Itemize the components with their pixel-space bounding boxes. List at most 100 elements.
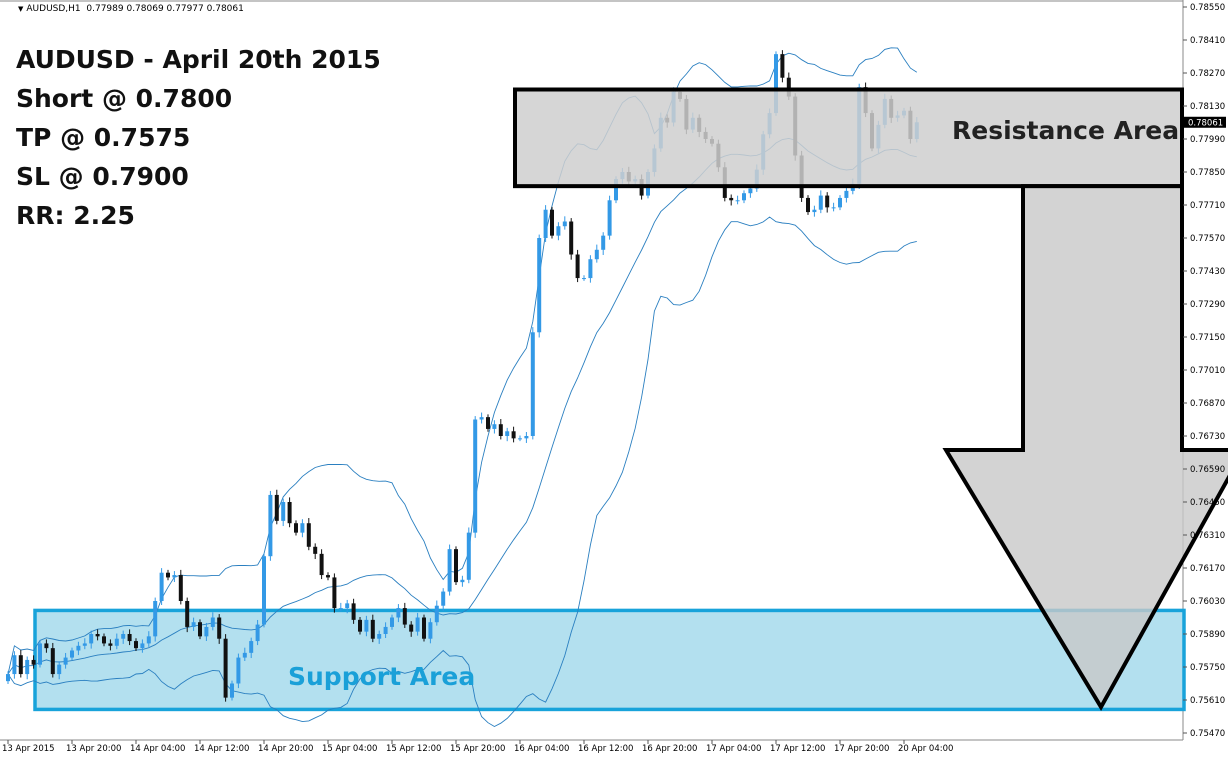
candle-body [402, 608, 407, 625]
candle-body [140, 643, 145, 649]
candle-body [454, 549, 458, 583]
candle-body [114, 638, 119, 646]
candle-body [774, 54, 778, 114]
price-tick-label: 0.78410 [1190, 36, 1225, 46]
candle-body [556, 226, 561, 236]
price-tick-label: 0.77850 [1190, 168, 1225, 178]
candle-body [594, 249, 599, 260]
price-tick-label: 0.78130 [1190, 102, 1225, 112]
candle-body [601, 235, 606, 250]
candle-body [524, 436, 529, 439]
candle-body [102, 636, 106, 644]
candle-body [434, 605, 439, 623]
candle-body [358, 619, 362, 632]
candle-body [294, 523, 298, 533]
price-tick-label: 0.75470 [1190, 729, 1225, 739]
candle-body [319, 553, 324, 576]
candle-body [466, 532, 471, 580]
time-tick-label: 17 Apr 20:00 [834, 744, 889, 754]
time-tick-label: 15 Apr 04:00 [322, 744, 377, 754]
candle-body [204, 626, 209, 637]
candle-body [326, 575, 330, 578]
candle-body [364, 619, 369, 632]
candle-body [543, 209, 548, 238]
ohlc-readout: 0.77989 0.78069 0.77977 0.78061 [86, 4, 244, 14]
candle-body [6, 674, 10, 682]
price-tick-label: 0.76310 [1190, 531, 1225, 541]
support-zone [33, 608, 1186, 712]
candle-body [223, 638, 228, 698]
candle-body [108, 643, 113, 646]
candle-body [63, 657, 68, 665]
candle-body [217, 617, 222, 639]
time-tick-label: 16 Apr 20:00 [642, 744, 697, 754]
time-tick-label: 14 Apr 04:00 [130, 744, 185, 754]
candle-body [300, 523, 305, 533]
candle-body [518, 438, 522, 440]
candle-body [735, 200, 740, 202]
chart-header: ▼ AUDUSD,H1 0.77989 0.78069 0.77977 0.780… [18, 4, 244, 14]
price-tick-label: 0.77010 [1190, 366, 1225, 376]
candle-body [134, 641, 138, 649]
candle-body [498, 424, 503, 436]
candle-body [230, 683, 234, 698]
candle-body [44, 643, 49, 649]
candle-body [818, 195, 823, 210]
dropdown-triangle-icon[interactable]: ▼ [18, 5, 24, 13]
price-tick-label: 0.78550 [1190, 3, 1225, 13]
candle-body [166, 572, 170, 578]
price-tick-label: 0.76450 [1190, 498, 1225, 508]
current-price-box [1184, 116, 1226, 128]
trade-entry: Short @ 0.7800 [16, 84, 233, 113]
candle-body [198, 622, 202, 637]
candle-body [31, 659, 36, 665]
candle-body [569, 221, 574, 255]
price-tick-label: 0.77710 [1190, 201, 1225, 211]
candle-body [345, 603, 350, 609]
candle-body [12, 655, 17, 675]
candle-body [281, 502, 286, 521]
trade-setup-text: AUDUSD - April 20th 2015 Short @ 0.7800 … [16, 40, 381, 235]
candle-body [390, 617, 394, 627]
price-tick-label: 0.75610 [1190, 696, 1225, 706]
time-tick-label: 13 Apr 20:00 [66, 744, 121, 754]
candle-body [844, 190, 849, 198]
candle-body [332, 577, 337, 609]
time-tick-label: 16 Apr 12:00 [578, 744, 633, 754]
current-price-marker: 0.78061 [1184, 116, 1226, 128]
candle-body [95, 634, 100, 637]
bollinger-upper-band [7, 47, 918, 675]
time-tick-label: 14 Apr 12:00 [194, 744, 249, 754]
time-tick-label: 13 Apr 2015 [2, 744, 55, 754]
resistance-area-label: Resistance Area [952, 116, 1180, 145]
bollinger-lower-band [7, 216, 917, 728]
support-area-label: Support Area [288, 662, 476, 691]
time-tick-label: 15 Apr 20:00 [450, 744, 505, 754]
candle-body [492, 424, 497, 429]
candle-body [76, 645, 81, 651]
candle-body [786, 77, 791, 97]
time-tick-label: 14 Apr 20:00 [258, 744, 313, 754]
candle-body [121, 634, 126, 639]
candle-body [831, 207, 836, 209]
price-tick-label: 0.76870 [1190, 399, 1225, 409]
candle-body [159, 572, 164, 601]
candle-body [377, 634, 382, 639]
candle-body [18, 655, 23, 675]
trade-title: AUDUSD - April 20th 2015 [16, 45, 381, 74]
time-tick-label: 17 Apr 04:00 [706, 744, 761, 754]
time-tick-label: 17 Apr 12:00 [770, 744, 825, 754]
candle-body [607, 200, 612, 236]
candle-body [153, 601, 158, 637]
time-tick-label: 15 Apr 12:00 [386, 744, 441, 754]
candle-body [562, 221, 567, 227]
candle-body [748, 188, 753, 194]
candle-body [588, 259, 593, 279]
candle-body [806, 197, 810, 213]
candle-body [236, 657, 241, 684]
candle-body [25, 659, 30, 675]
price-tick-label: 0.76590 [1190, 465, 1225, 475]
candle-body [505, 431, 510, 436]
